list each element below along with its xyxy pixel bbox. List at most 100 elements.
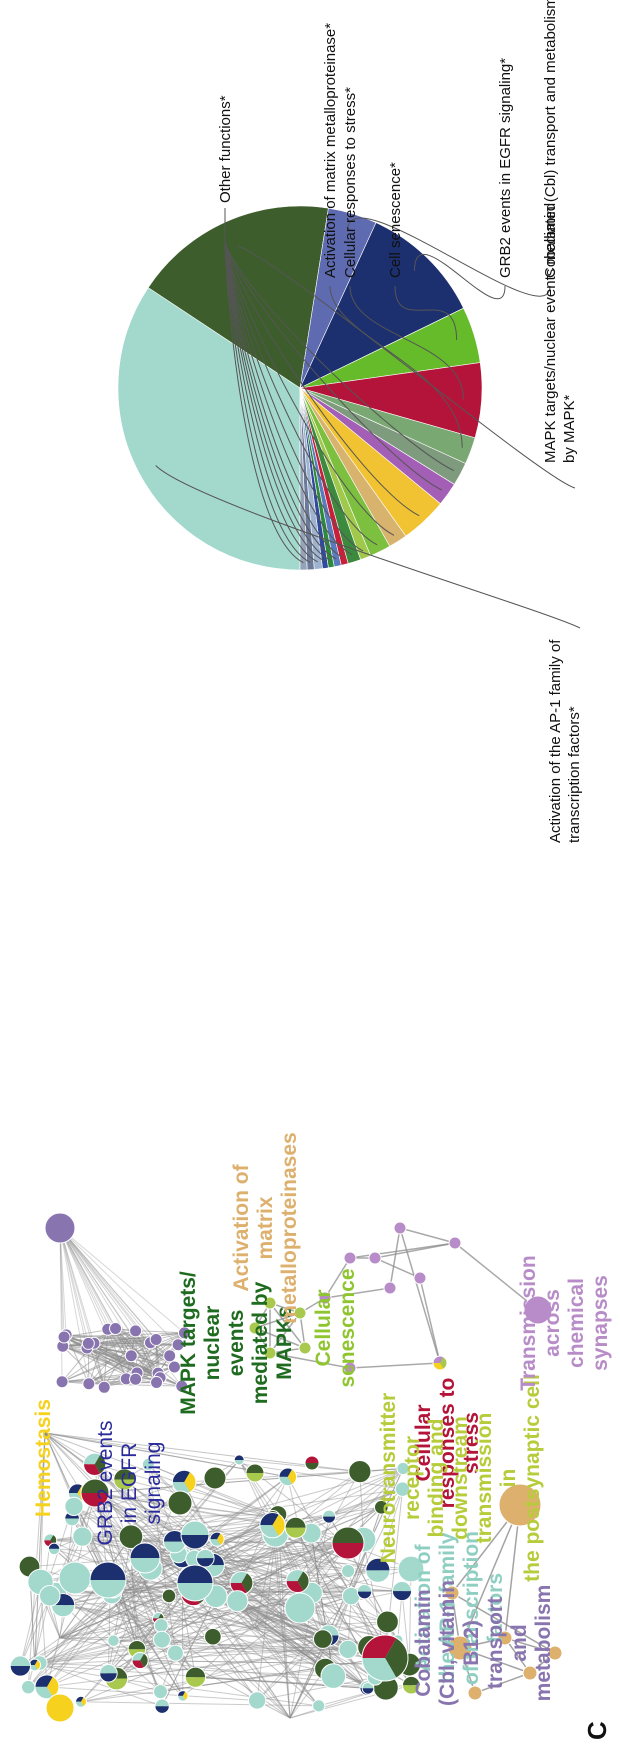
- pie-label-other: Other functions*: [217, 95, 234, 203]
- label-line: Hemostasis: [32, 1399, 55, 1517]
- network-node: [81, 1697, 87, 1707]
- network-edge: [179, 1587, 196, 1678]
- network-edge: [59, 1227, 132, 1357]
- network-edge: [310, 1533, 334, 1677]
- leader-ap1: [155, 465, 581, 629]
- network-node: [392, 1591, 412, 1601]
- node-synapse: [413, 1271, 427, 1285]
- network-node-outline: [176, 1564, 214, 1602]
- network-edge: [59, 1227, 151, 1344]
- network-edge: [44, 1432, 403, 1490]
- network-edge: [59, 1227, 136, 1332]
- network-edge: [324, 1287, 391, 1299]
- network-edge: [59, 1227, 179, 1346]
- pie-label-line: MAPK targets/nuclear events mediated: [542, 203, 559, 463]
- network-node-outline: [245, 1463, 265, 1483]
- network-edge: [44, 1432, 194, 1594]
- label-line: metabolism: [532, 1585, 555, 1702]
- node-mmp-large: [498, 1483, 542, 1527]
- network-node: [161, 1588, 177, 1604]
- pie-slice: [299, 222, 464, 389]
- leader-mapk: [237, 245, 576, 489]
- label-ap1-network: Activation ofthe AP-1 familyof transcrip…: [412, 1531, 507, 1685]
- label-stress-network: Cellularresponses tostress: [412, 1378, 483, 1509]
- network-edge: [297, 1471, 361, 1582]
- network-edge: [20, 1585, 185, 1667]
- network-node: [234, 1454, 245, 1460]
- network-node-outline: [365, 1557, 391, 1583]
- network-edge: [80, 1627, 256, 1703]
- network-edge: [377, 1488, 403, 1571]
- leader-other: [224, 237, 364, 552]
- network-edge: [59, 1593, 113, 1639]
- label-line: GRB2 events: [94, 1421, 117, 1546]
- network-edge: [115, 1328, 170, 1357]
- pie-labels: Activation of the AP-1 family of transcri…: [217, 0, 583, 843]
- node-cobalamin: [129, 1324, 143, 1338]
- node-cobalamin: [167, 1360, 181, 1374]
- label-line: signaling: [142, 1442, 165, 1525]
- network-edge: [71, 1481, 185, 1520]
- network-edge: [88, 1342, 161, 1379]
- network-edge: [408, 1568, 412, 1665]
- network-node-outline: [361, 1682, 375, 1695]
- node-senescence-hub: [305, 1463, 319, 1470]
- network-edge: [59, 1227, 127, 1380]
- network-node: [272, 1514, 286, 1537]
- pie-label-right: Cell senescence*: [387, 162, 404, 278]
- leader-other: [224, 237, 378, 546]
- network-node: [348, 1460, 372, 1484]
- network-edge: [419, 1277, 441, 1364]
- network-edge: [59, 1227, 89, 1344]
- network-edge: [64, 1336, 157, 1340]
- network-edge: [212, 1468, 404, 1566]
- node-cobalamin: [82, 1377, 96, 1391]
- leader-other: [224, 237, 353, 556]
- network-edge: [269, 1352, 351, 1369]
- node-mapk-hub: [81, 1493, 109, 1507]
- network-node-outline: [361, 1634, 409, 1682]
- pie-label-line: transcription factors*: [566, 706, 583, 843]
- network-node-outline: [89, 1561, 127, 1599]
- network-edge: [454, 1242, 539, 1311]
- network-node: [154, 1706, 170, 1714]
- network-node-outline: [322, 1509, 337, 1524]
- node-cobalamin: [97, 1380, 111, 1394]
- node-cobalamin: [55, 1375, 69, 1389]
- network-node: [312, 1629, 333, 1649]
- node-synapse: [343, 1251, 357, 1265]
- network-node: [365, 1570, 390, 1583]
- network-node: [94, 1454, 106, 1474]
- network-edge: [59, 1227, 65, 1338]
- network-edge: [34, 1432, 46, 1666]
- network-edge: [212, 1595, 352, 1638]
- network-edge: [59, 1227, 63, 1382]
- network-node: [322, 1516, 336, 1524]
- network-edge: [61, 1332, 185, 1383]
- network-node: [99, 1673, 118, 1683]
- network-node: [376, 1610, 399, 1634]
- node-ap1-hub: [362, 1635, 397, 1658]
- network-node: [128, 1640, 146, 1650]
- network-edge: [82, 1513, 278, 1538]
- network-edge: [140, 1659, 386, 1689]
- network-node: [99, 1664, 118, 1674]
- network-node: [362, 1688, 374, 1695]
- leader-mmp: [329, 285, 463, 448]
- label-line: Activation of: [230, 1163, 253, 1291]
- network-node: [163, 1530, 186, 1542]
- network-node: [182, 1691, 189, 1701]
- label-line: Cellular: [312, 1289, 335, 1366]
- network-node: [113, 1479, 136, 1491]
- node-grb2: [130, 1558, 160, 1573]
- network-node: [21, 1679, 36, 1695]
- label-line: matrix: [254, 1196, 277, 1259]
- network-node-outline: [113, 1468, 136, 1491]
- network-node-outline: [401, 1675, 421, 1695]
- label-line: and: [508, 1624, 531, 1661]
- leader-other: [224, 237, 455, 472]
- network-edge: [93, 1332, 185, 1344]
- network-node-outline: [131, 1651, 149, 1670]
- network-edge: [324, 1257, 351, 1299]
- network-edge: [64, 1332, 185, 1338]
